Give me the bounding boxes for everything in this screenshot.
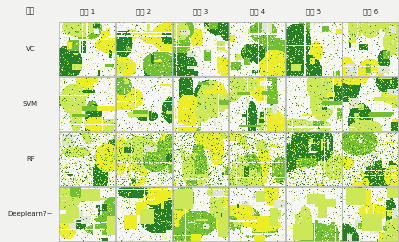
Text: 方法: 方法 xyxy=(26,7,35,16)
Text: Deeplearn?~: Deeplearn?~ xyxy=(8,211,53,217)
Text: 场景 5: 场景 5 xyxy=(306,8,321,15)
Text: 场景 6: 场景 6 xyxy=(363,8,378,15)
Text: 场景 2: 场景 2 xyxy=(136,8,152,15)
Text: VC: VC xyxy=(26,46,35,52)
Text: 场景 4: 场景 4 xyxy=(249,8,265,15)
Text: SVM: SVM xyxy=(23,101,38,107)
Text: RF: RF xyxy=(26,156,35,162)
Text: 场景 3: 场景 3 xyxy=(193,8,208,15)
Text: 场景 1: 场景 1 xyxy=(80,8,95,15)
